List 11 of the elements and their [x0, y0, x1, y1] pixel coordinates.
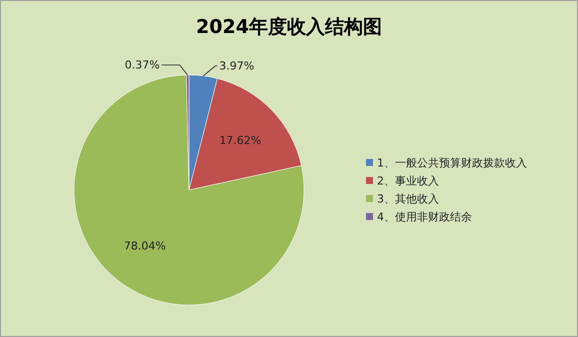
data-label: 78.04% [124, 240, 166, 253]
data-label: 17.62% [219, 134, 262, 147]
pie-slice [74, 74, 304, 306]
pie-slice [188, 78, 302, 190]
legend-label: 1、一般公共预算财政拨款收入 [377, 156, 527, 170]
data-label: 3.97% [219, 59, 254, 72]
legend-label: 4、使用非财政结余 [377, 210, 472, 224]
chart-title: 2024年度收入结构图 [196, 16, 382, 38]
legend-label: 3、其他收入 [377, 192, 439, 206]
data-label: 0.37% [124, 58, 160, 72]
legend-label: 2、事业收入 [377, 174, 439, 188]
